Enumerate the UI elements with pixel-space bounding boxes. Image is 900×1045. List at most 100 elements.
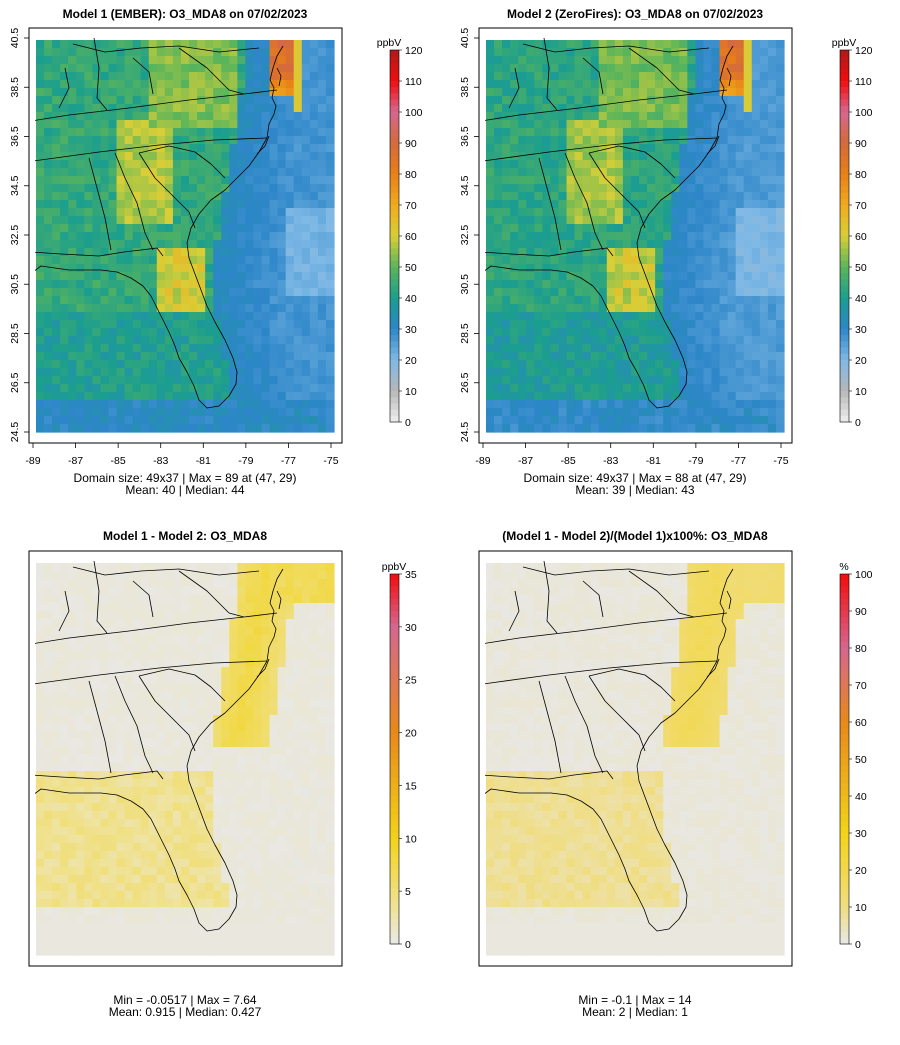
heatmap-cell [76,80,85,89]
heatmap-cell [759,360,769,369]
heatmap-cell [156,376,166,385]
heatmap-cell [52,400,61,409]
heatmap-cell [510,144,519,153]
colorbar-unit-model2: ppbV [832,37,857,49]
heatmap-cell [164,619,174,628]
heatmap-cell [727,400,737,409]
heatmap-cell [534,64,543,73]
heatmap-cell [743,200,753,209]
heatmap-cell [164,240,174,249]
y-axis-model2: 24.526.528.530.532.534.536.538.540.5 [459,28,479,442]
heatmap-cell [189,104,198,113]
heatmap-cell [76,619,85,628]
heatmap-cell [237,80,246,89]
heatmap-cell [52,755,61,764]
heatmap-cell [205,795,214,804]
heatmap-cell [293,707,303,716]
heatmap-cell [140,208,150,217]
heatmap-cell [574,128,584,137]
heatmap-cell [582,216,592,225]
heatmap-cell [711,200,721,209]
heatmap-cell [221,619,230,628]
heatmap-cell [261,112,271,121]
heatmap-cell [52,723,61,732]
heatmap-cell [317,264,327,273]
heatmap-cell [277,392,287,401]
heatmap-cell [759,120,769,129]
heatmap-cell [542,328,552,337]
heatmap-cell [164,691,174,700]
colorbar-segment [840,192,849,200]
heatmap-cell [76,795,85,804]
heatmap-cell [261,635,271,644]
heatmap-cell [164,352,174,361]
heatmap-cell [116,587,126,596]
heatmap-cell [92,80,102,89]
heatmap-cell [663,392,672,401]
heatmap-cell [60,699,69,708]
heatmap-cell [189,619,198,628]
heatmap-cell [719,56,729,65]
heatmap-cell [647,216,656,225]
heatmap-cell [534,384,543,393]
heatmap-cell [558,224,568,233]
heatmap-cell [679,272,688,281]
heatmap-cell [550,288,560,297]
heatmap-cell [647,200,656,209]
heatmap-cell [671,272,680,281]
heatmap-cell [124,200,134,209]
heatmap-cell [205,248,214,257]
heatmap-cell [237,424,246,433]
heatmap-cell [140,264,150,273]
heatmap-cell [52,571,61,580]
heatmap-cell [711,424,721,433]
heatmap-cell [180,715,190,724]
heatmap-cell [703,192,713,201]
heatmap-cell [558,376,568,385]
heatmap-cell [751,192,761,201]
heatmap-cell [116,360,126,369]
heatmap-cell [711,120,721,129]
heatmap-cell [100,755,110,764]
heatmap-cell [221,232,230,241]
heatmap-cell [245,72,255,81]
heatmap-cell [205,424,214,433]
heatmap-cell [647,328,656,337]
heatmap-cell [205,304,214,313]
heatmap-cell [285,360,295,369]
heatmap-cell [44,272,53,281]
heatmap-cell [550,352,560,361]
colorbar-segment [390,279,399,286]
heatmap-cell [735,168,745,177]
heatmap-cell [76,747,85,756]
heatmap-cell [36,120,45,129]
heatmap-cell [687,352,696,361]
heatmap-cell [68,56,77,65]
heatmap-cell [309,739,319,748]
heatmap-cell [622,232,632,241]
heatmap-cell [140,579,150,588]
heatmap-cell [630,64,640,73]
heatmap-cell [598,416,608,425]
heatmap-cell [566,112,576,121]
colorbar-segment [840,335,849,342]
heatmap-cell [317,64,327,73]
heatmap-cell [325,272,335,281]
heatmap-cell [558,280,568,289]
heatmap-cell [277,384,287,393]
heatmap-cell [245,747,255,756]
heatmap-cell [124,376,134,385]
heatmap-cell [116,376,126,385]
heatmap-cell [309,352,319,361]
colorbar-segment [390,248,399,255]
heatmap-cell [245,288,255,297]
heatmap-cell [253,675,263,684]
heatmap-cell [743,392,753,401]
heatmap-cell [148,579,158,588]
heatmap-cell [148,384,158,393]
heatmap-cell [229,659,238,668]
heatmap-cell [253,723,263,732]
heatmap-cell [140,787,150,796]
heatmap-cell [197,152,206,161]
heatmap-cell [164,563,174,572]
